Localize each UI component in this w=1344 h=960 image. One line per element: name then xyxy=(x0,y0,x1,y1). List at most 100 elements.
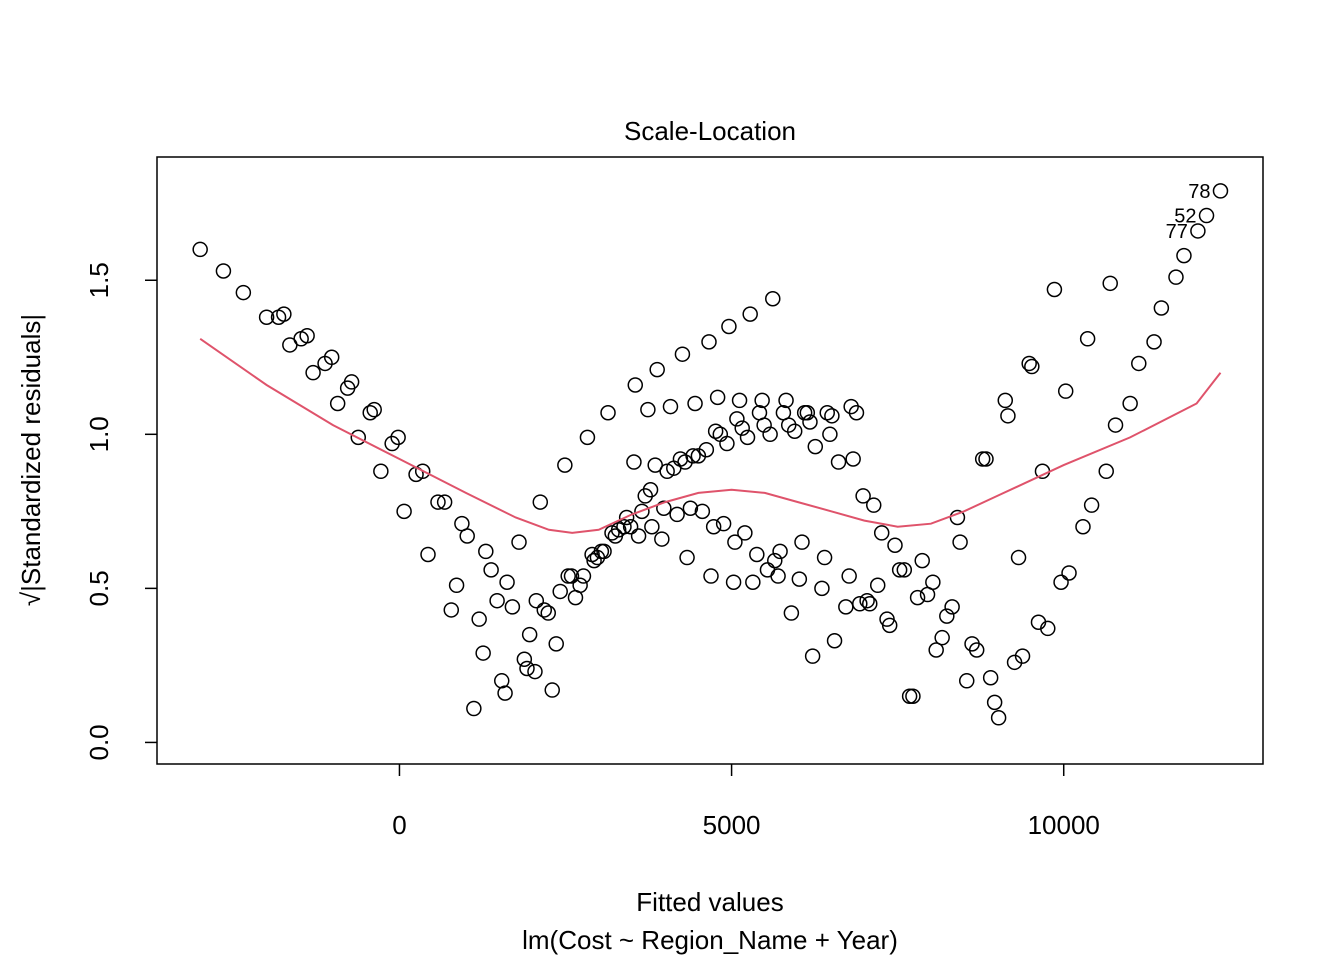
residual-point xyxy=(662,398,679,415)
residual-point xyxy=(649,361,665,378)
residual-points xyxy=(192,183,1229,726)
residual-point xyxy=(343,374,360,390)
residual-point xyxy=(701,334,717,350)
residual-point xyxy=(901,688,918,704)
residual-point xyxy=(536,602,553,618)
residual-point xyxy=(548,636,564,652)
residual-point xyxy=(1153,300,1170,316)
residual-point xyxy=(637,488,653,504)
residual-point xyxy=(843,398,859,415)
residual-point xyxy=(709,389,726,406)
residual-point xyxy=(802,414,818,430)
residual-point xyxy=(845,451,861,467)
residual-point xyxy=(944,599,960,615)
residual-point xyxy=(532,494,549,510)
residual-point xyxy=(674,346,691,362)
residual-point xyxy=(1176,247,1192,264)
residual-point xyxy=(519,660,535,677)
residual-point xyxy=(516,651,533,667)
residual-point xyxy=(511,534,527,550)
residual-point xyxy=(329,395,346,412)
residual-point xyxy=(618,509,635,526)
residual-point xyxy=(731,392,748,409)
residual-point xyxy=(540,605,557,621)
residual-point xyxy=(396,503,412,520)
residual-point xyxy=(600,404,616,421)
residual-point xyxy=(712,426,729,443)
residual-point xyxy=(934,629,950,646)
residual-point xyxy=(698,441,715,458)
residual-point xyxy=(705,518,722,535)
residual-point xyxy=(1107,417,1124,433)
residual-point xyxy=(739,429,756,446)
residual-point xyxy=(1122,395,1138,412)
residual-point xyxy=(1046,281,1063,298)
residual-point xyxy=(925,574,941,590)
residual-point xyxy=(1146,334,1162,350)
residual-point xyxy=(786,423,803,439)
residual-point xyxy=(749,546,765,563)
residual-point xyxy=(634,503,650,520)
residual-point xyxy=(647,457,663,473)
residual-point xyxy=(1021,355,1037,372)
residual-point xyxy=(414,463,431,480)
residual-point xyxy=(855,488,871,504)
residual-point xyxy=(528,592,545,609)
residual-point xyxy=(466,700,482,717)
residual-point xyxy=(1010,549,1027,566)
residual-point xyxy=(579,429,596,446)
residual-point xyxy=(914,552,930,569)
residual-point xyxy=(822,426,838,443)
residual-point xyxy=(1024,358,1040,375)
residual-point xyxy=(727,534,743,550)
residual-point xyxy=(560,568,576,584)
residual-point xyxy=(958,673,975,689)
x-tick-label: 5000 xyxy=(703,810,761,840)
residual-point xyxy=(978,451,994,467)
residual-point xyxy=(765,290,781,307)
residual-point xyxy=(719,435,735,452)
residual-point xyxy=(489,592,505,609)
residual-point xyxy=(471,611,487,627)
smooth-line xyxy=(199,337,1222,534)
residual-point xyxy=(656,500,672,517)
residual-point xyxy=(804,648,821,664)
residual-point xyxy=(869,577,886,594)
residual-point xyxy=(725,574,742,590)
x-tick-label: 10000 xyxy=(1028,810,1100,840)
residual-point xyxy=(1190,223,1206,239)
outlier-label: 77 xyxy=(1166,221,1188,243)
y-axis-label: √|Standardized residuals| xyxy=(16,314,46,606)
residual-point xyxy=(819,404,835,421)
residual-point xyxy=(654,531,670,547)
residual-point xyxy=(350,429,367,446)
residual-point xyxy=(859,592,875,609)
residual-point xyxy=(721,318,737,335)
residual-point xyxy=(881,617,898,634)
residual-point xyxy=(816,549,833,566)
residual-point xyxy=(682,500,699,517)
residual-point xyxy=(928,642,944,658)
residual-point xyxy=(791,571,808,587)
residual-point xyxy=(596,543,612,560)
residual-point xyxy=(694,503,711,520)
residual-point xyxy=(504,599,521,615)
residual-point xyxy=(1212,183,1229,199)
y-axis: 0.0 0.5 1.0 1.5 xyxy=(84,262,157,761)
residual-point xyxy=(443,602,460,618)
residual-point xyxy=(780,417,797,433)
residual-point xyxy=(830,454,847,470)
residual-point xyxy=(848,404,865,421)
residual-point xyxy=(1131,355,1147,372)
residual-point xyxy=(552,583,568,600)
residual-point xyxy=(475,645,491,661)
residual-point xyxy=(770,568,786,584)
residual-point xyxy=(544,682,560,698)
residual-point xyxy=(642,482,659,498)
residual-point xyxy=(430,494,446,510)
residual-point xyxy=(974,451,991,467)
residual-point xyxy=(799,404,816,421)
residual-point xyxy=(448,577,465,594)
residual-point xyxy=(527,663,543,680)
